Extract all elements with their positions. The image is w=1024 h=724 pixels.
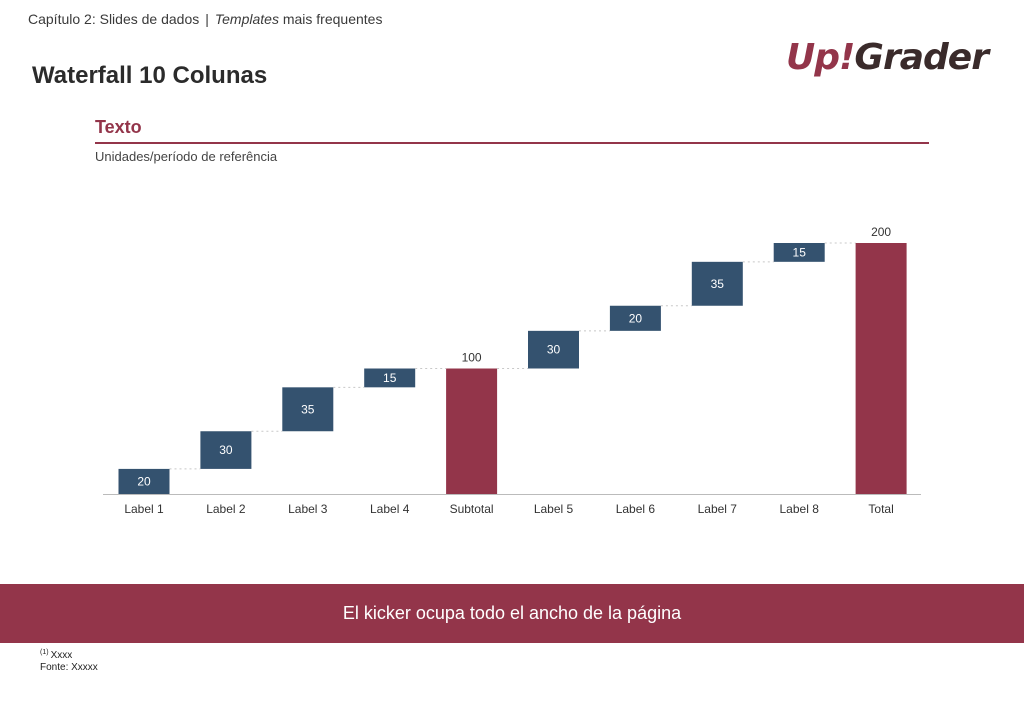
upgrader-logo: Up!Grader [786,36,989,80]
breadcrumb-separator: | [205,11,209,27]
increment-bar [609,305,661,331]
breadcrumb-templates: Templates [214,11,279,27]
increment-bar [118,468,170,494]
chart-subtitle: Unidades/período de referência [95,149,278,164]
x-tick-label: Label 7 [698,502,738,516]
increment-bar [773,243,825,262]
breadcrumb: Capítulo 2: Slides de dados | Templates ma… [28,11,382,27]
x-tick-label: Label 6 [616,502,656,516]
waterfall-chart: 20 Label 1 30 Label 2 35 Label 3 15 Label 4 100 S… [103,225,921,516]
x-tick-label: Label 4 [370,502,410,516]
data-label: 200 [871,225,891,239]
increment-bar [200,431,252,469]
x-tick-label: Label 2 [206,502,246,516]
data-label: 15 [383,371,397,385]
x-tick-label: Label 8 [780,502,820,516]
data-label: 20 [137,474,151,488]
data-label: 20 [629,311,643,325]
increment-bar [691,261,743,306]
data-label: 35 [711,277,725,291]
data-label: 100 [462,351,482,365]
footnote-marker: (1) [40,649,49,656]
kicker-banner: El kicker ocupa todo el ancho de la pági… [0,584,1024,643]
x-tick-label: Label 3 [288,502,328,516]
kicker-text: El kicker ocupa todo el ancho de la pági… [342,603,682,623]
footnote-1: (1) Xxxx [40,647,98,662]
increment-bar [364,368,416,388]
page-title: Waterfall 10 Colunas [32,62,268,89]
x-tick-label: Subtotal [450,502,494,516]
increment-bar [282,387,334,432]
breadcrumb-chapter: Capítulo 2: Slides de dados [28,11,200,27]
total-bar [855,243,907,494]
total-bar [446,368,498,494]
chart-title: Texto [95,117,142,137]
logo-part-grader: Grader [854,37,989,78]
breadcrumb-rest: mais frequentes [282,11,383,27]
source-note: Fonte: Xxxxx [40,662,98,673]
data-label: 30 [219,443,233,457]
logo-part-up: Up! [786,37,855,78]
data-label: 35 [301,402,315,416]
footnotes: (1) Xxxx Fonte: Xxxxx [40,647,98,674]
footnote-text: Xxxx [50,650,73,661]
data-label: 30 [547,343,561,357]
chart-header: Texto [95,116,929,144]
x-tick-label: Total [868,502,893,516]
data-label: 15 [793,245,807,259]
x-tick-label: Label 1 [124,502,164,516]
increment-bar [528,330,579,369]
x-tick-label: Label 5 [534,502,574,516]
